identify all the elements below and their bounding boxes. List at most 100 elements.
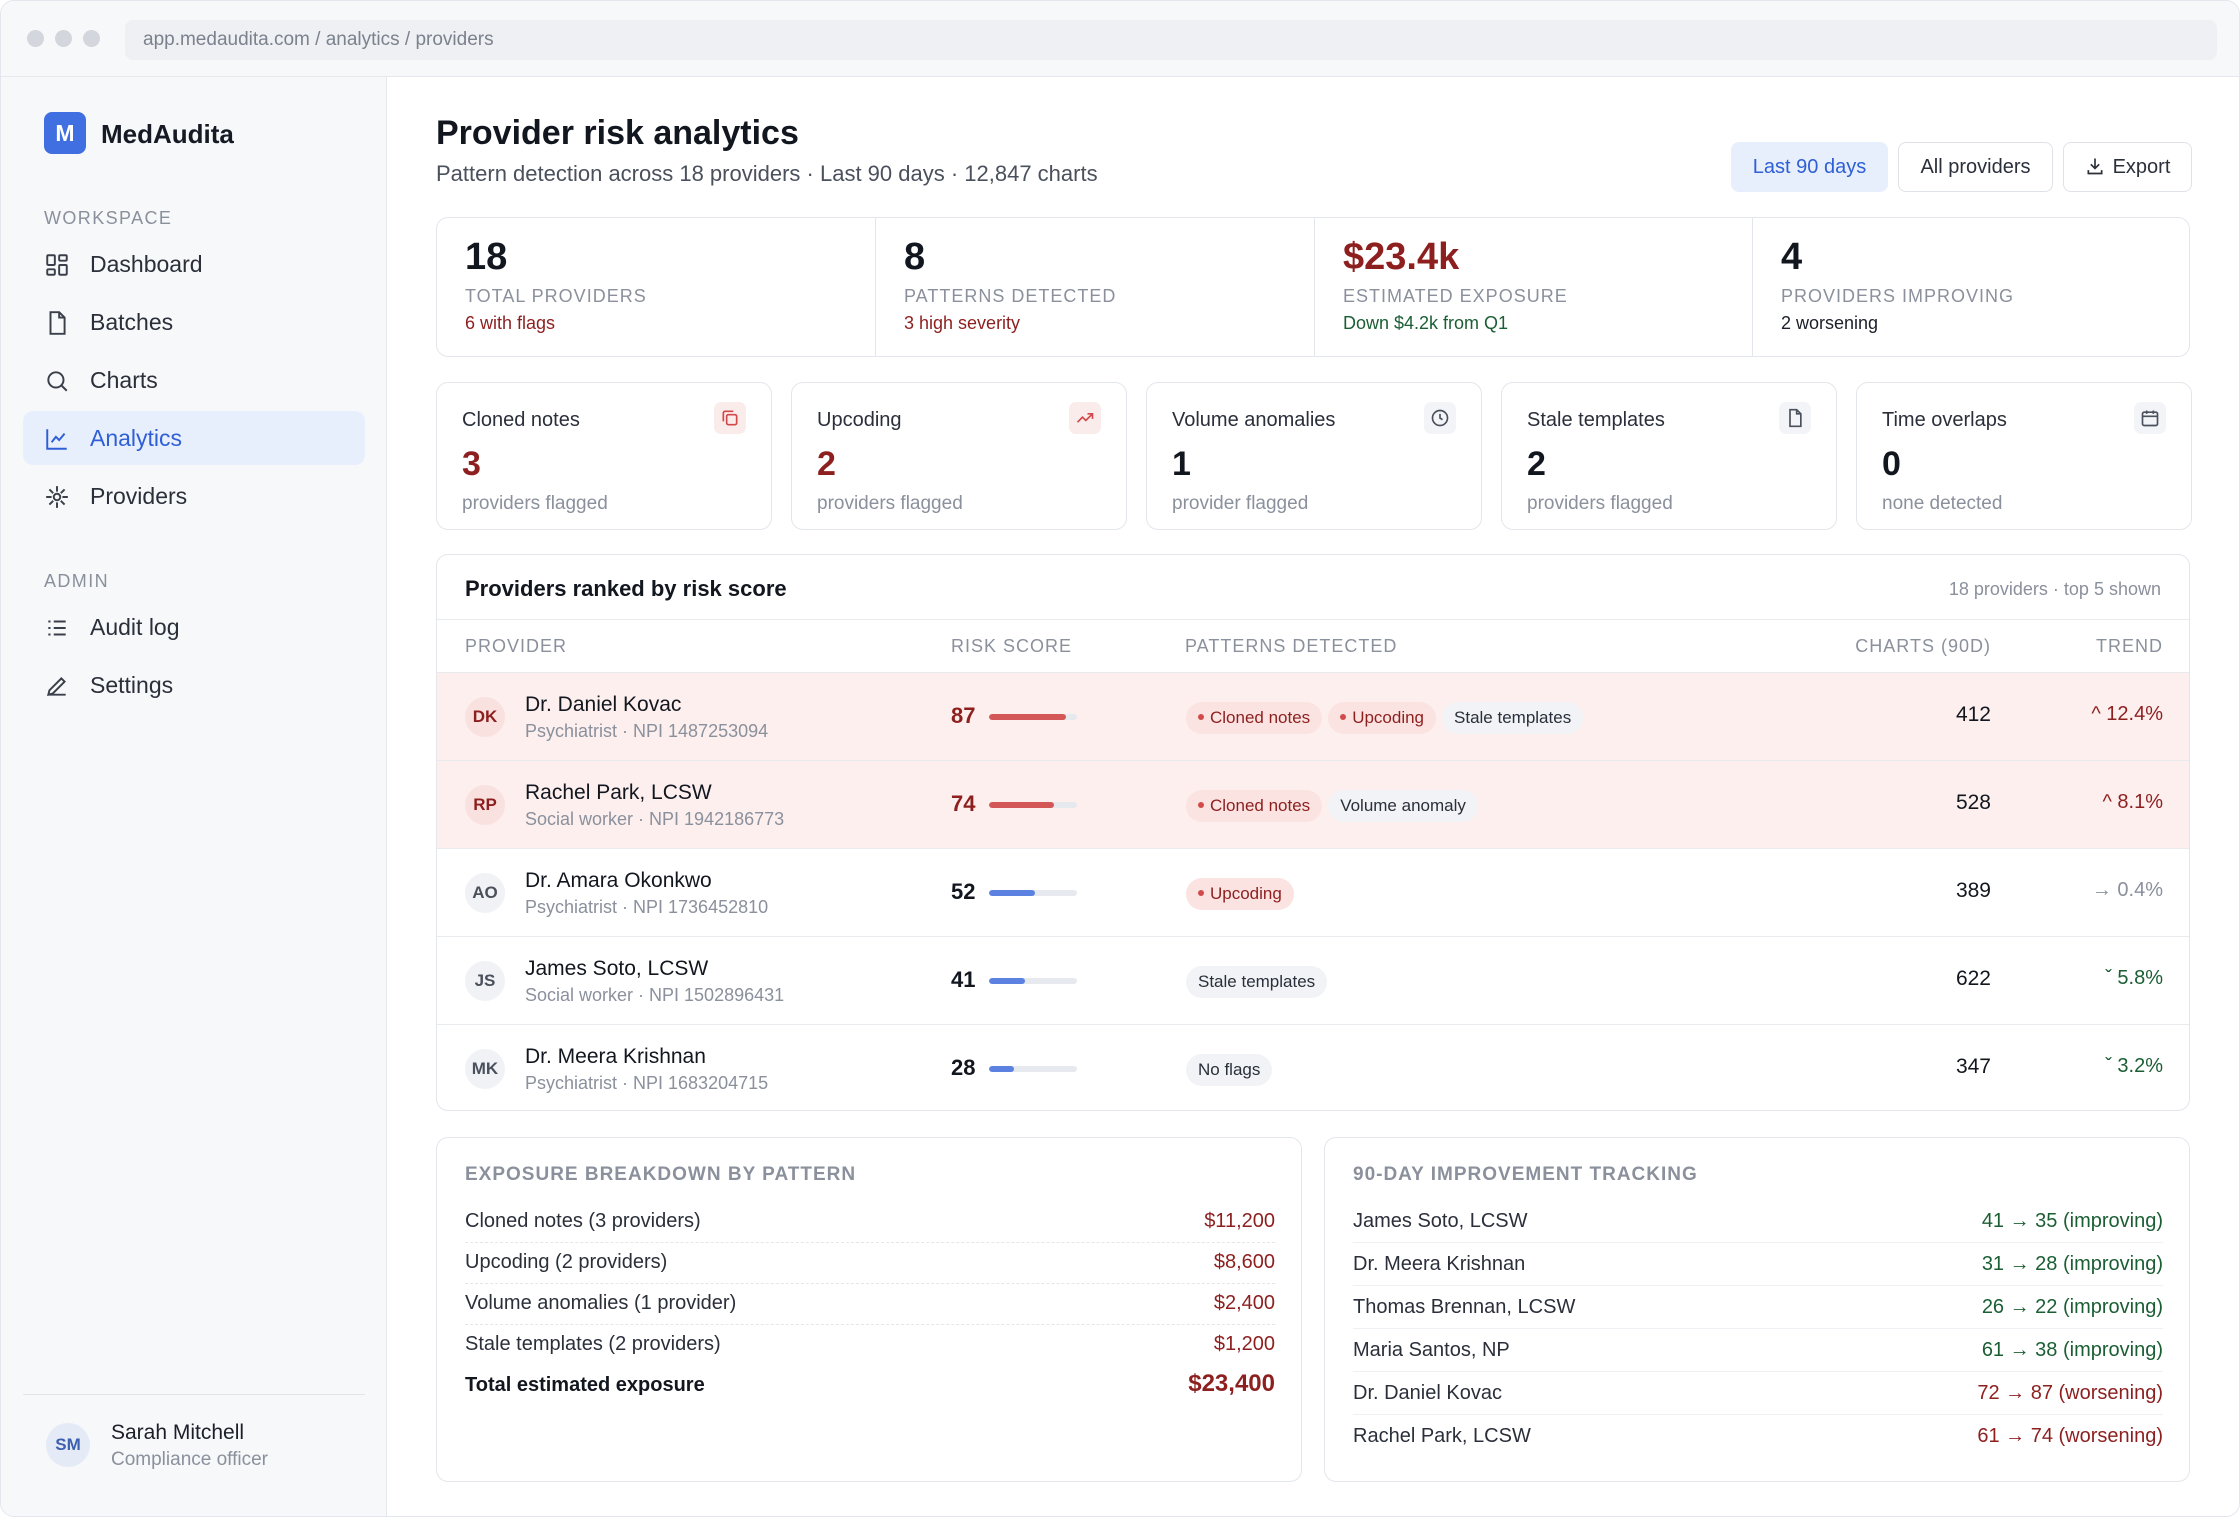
exposure-value: $2,400 [1213,1292,1275,1314]
pattern-sub: none detected [1882,493,2003,514]
sidebar-item-dashboard[interactable]: Dashboard [23,237,365,291]
table-row[interactable]: MK Dr. Meera Krishnan Psychiatrist · NPI… [437,1025,2189,1110]
trend-value: ^ 12.4% [2091,703,2163,725]
date-range-button[interactable]: Last 90 days [1731,142,1888,192]
stat-value: 4 [1781,236,1803,278]
total-label: Total estimated exposure [465,1374,705,1396]
pattern-card-volume-anomalies[interactable]: Volume anomalies 1 provider flagged [1146,382,1482,530]
list-item: Dr. Meera Krishnan 31 → 28 (improving) [1353,1243,2163,1286]
window-close-dot[interactable] [27,30,44,47]
providers-table: Providers ranked by risk score 18 provid… [436,554,2190,1111]
pattern-card-time-overlaps[interactable]: Time overlaps 0 none detected [1856,382,2192,530]
list-item: Cloned notes (3 providers) $11,200 [465,1202,1275,1243]
window-maximize-dot[interactable] [83,30,100,47]
trend-value: ˇ 3.2% [2105,1055,2163,1077]
pattern-card-stale-templates[interactable]: Stale templates 2 providers flagged [1501,382,1837,530]
provider-filter-button[interactable]: All providers [1898,142,2053,192]
admin-section-label: ADMIN [44,571,109,591]
chart-count: 412 [1955,703,1991,726]
pattern-tag: Upcoding [1328,702,1437,734]
column-header-trend[interactable]: TREND [2096,636,2163,656]
stat-sub: 3 high severity [904,313,1021,333]
sidebar-item-label: Audit log [90,614,180,640]
sidebar-item-analytics[interactable]: Analytics [23,411,365,465]
pattern-tag: No flags [1186,1054,1273,1086]
sidebar-item-providers[interactable]: Providers [23,469,365,523]
list-item: Dr. Daniel Kovac 72 → 87 (worsening) [1353,1372,2163,1415]
tracking-provider: James Soto, LCSW [1353,1210,1528,1232]
address-bar[interactable]: app.medaudita.com / analytics / provider… [125,20,2217,60]
tracking-change: 41 → 35 (improving) [1981,1210,2163,1232]
pattern-sub: providers flagged [462,493,608,514]
stat-value: $23.4k [1343,236,1460,278]
table-row[interactable]: RP Rachel Park, LCSW Social worker · NPI… [437,761,2189,849]
pattern-sub: providers flagged [1527,493,1673,514]
pattern-count: 2 [1527,445,1546,483]
sidebar-item-audit-log[interactable]: Audit log [23,600,365,654]
table-row[interactable]: JS James Soto, LCSW Social worker · NPI … [437,937,2189,1025]
stat-label: TOTAL PROVIDERS [465,286,647,306]
window-minimize-dot[interactable] [55,30,72,47]
user-role: Compliance officer [111,1449,269,1470]
tracking-change: 26 → 22 (improving) [1981,1296,2163,1318]
stat-total-providers: 18 TOTAL PROVIDERS 6 with flags [437,218,875,356]
exposure-label: Cloned notes (3 providers) [465,1210,701,1232]
table-row[interactable]: AO Dr. Amara Okonkwo Psychiatrist · NPI … [437,849,2189,937]
pattern-card-cloned-notes[interactable]: Cloned notes 3 providers flagged [436,382,772,530]
exposure-value: $1,200 [1213,1333,1275,1355]
pattern-card-upcoding[interactable]: Upcoding 2 providers flagged [791,382,1127,530]
table-header: PROVIDER RISK SCORE PATTERNS DETECTED CH… [437,619,2189,673]
pattern-sub: providers flagged [817,493,963,514]
provider-name: Dr. Daniel Kovac [525,693,682,716]
file-icon [1779,402,1811,434]
column-header-patterns[interactable]: PATTERNS DETECTED [1185,636,1398,656]
sidebar-item-label: Settings [90,672,174,698]
sidebar-item-batches[interactable]: Batches [23,295,365,349]
list-item: Volume anomalies (1 provider) $2,400 [465,1284,1275,1325]
provider-name: Dr. Meera Krishnan [525,1045,706,1068]
card-heading: EXPOSURE BREAKDOWN BY PATTERN [465,1164,857,1185]
total-value: $23,400 [1188,1370,1275,1397]
sidebar: M MedAudita WORKSPACE Dashboard Batches … [1,77,387,1516]
tracking-change: 61 → 74 (worsening) [1977,1425,2163,1447]
provider-initials: RP [465,785,505,825]
trend-up-icon [1069,402,1101,434]
table-row[interactable]: DK Dr. Daniel Kovac Psychiatrist · NPI 1… [437,673,2189,761]
calendar-icon [2134,402,2166,434]
export-button[interactable]: Export [2063,142,2192,192]
avatar[interactable]: SM [46,1423,90,1467]
exposure-label: Stale templates (2 providers) [465,1333,721,1355]
provider-initials: AO [465,873,505,913]
column-header-charts[interactable]: CHARTS (90D) [1855,636,1991,656]
improvement-tracking-card: 90-DAY IMPROVEMENT TRACKING James Soto, … [1324,1137,2190,1482]
pattern-title: Time overlaps [1882,409,2007,431]
provider-meta: Psychiatrist · NPI 1736452810 [525,897,769,917]
list-item: Upcoding (2 providers) $8,600 [465,1243,1275,1284]
stat-patterns-detected: 8 PATTERNS DETECTED 3 high severity [875,218,1313,356]
column-header-provider[interactable]: PROVIDER [465,636,568,656]
provider-initials: JS [465,961,505,1001]
page-subtitle: Pattern detection across 18 providers · … [436,161,1098,186]
sidebar-item-settings[interactable]: Settings [23,658,365,712]
risk-score: 41 [951,967,976,992]
tracking-change: 61 → 38 (improving) [1981,1339,2163,1361]
list-item: James Soto, LCSW 41 → 35 (improving) [1353,1200,2163,1243]
pattern-tag: Volume anomaly [1328,790,1478,822]
column-header-risk-score[interactable]: RISK SCORE [951,636,1073,656]
provider-name: Rachel Park, LCSW [525,781,712,804]
pattern-tag: Cloned notes [1186,790,1323,822]
provider-meta: Social worker · NPI 1942186773 [525,809,785,829]
risk-bar-fill [989,978,1026,984]
pattern-count: 0 [1882,445,1901,483]
chart-count: 528 [1955,791,1991,814]
sidebar-item-charts[interactable]: Charts [23,353,365,407]
pattern-tag: Stale templates [1186,966,1328,998]
page-title: Provider risk analytics [436,114,799,152]
risk-bar [989,802,1077,808]
stat-estimated-exposure: $23.4k ESTIMATED EXPOSURE Down $4.2k fro… [1314,218,1752,356]
provider-name: James Soto, LCSW [525,957,709,980]
export-label: Export [2112,156,2171,178]
exposure-value: $11,200 [1204,1210,1275,1232]
tracking-provider: Dr. Daniel Kovac [1353,1382,1502,1404]
